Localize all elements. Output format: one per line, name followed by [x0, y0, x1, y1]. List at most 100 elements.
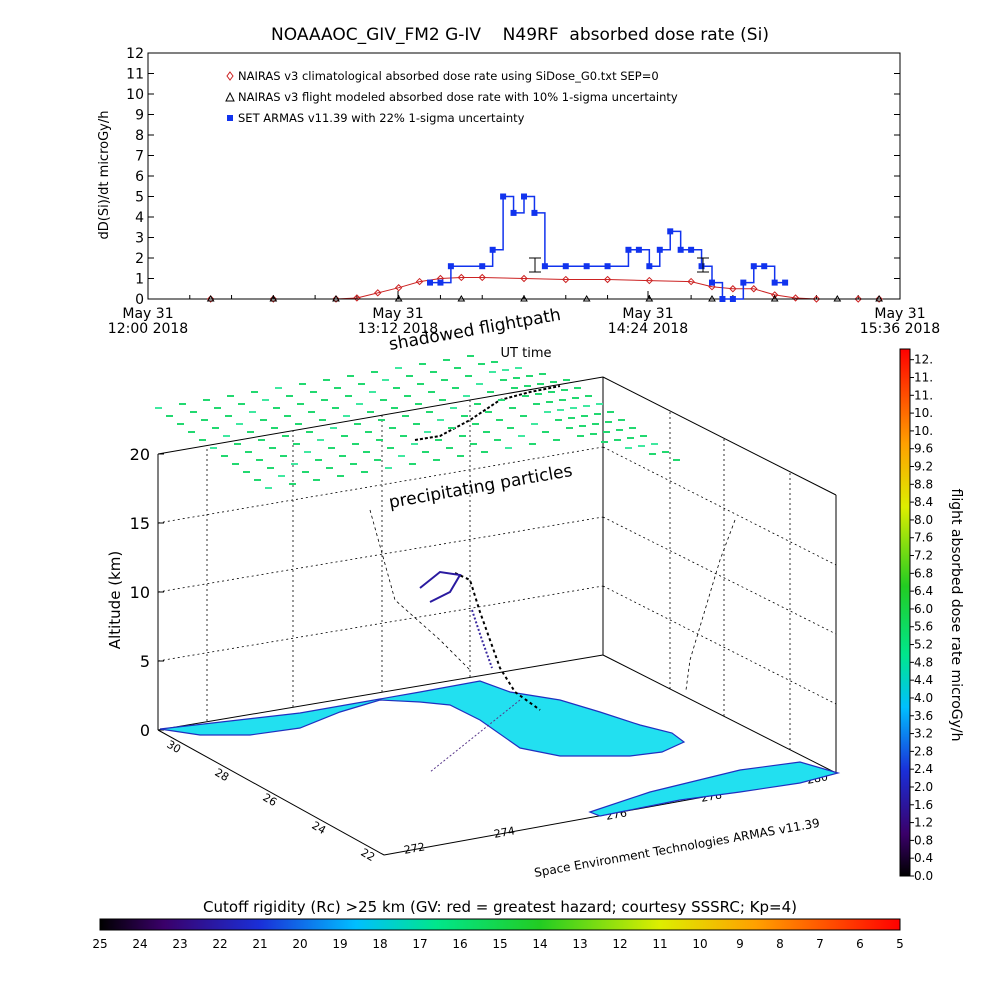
y-tick-label: 5 [135, 190, 144, 206]
rigidity-tick-label: 12 [612, 937, 627, 951]
data-point-modeled [833, 295, 842, 302]
y-axis-label: dD(Si)/dt microGy/h [97, 111, 112, 240]
dose-tick-label: 8.0 [914, 513, 933, 527]
lat-axis: 30 28 26 24 22 [164, 738, 377, 864]
dose-tick-label: 2.4 [914, 762, 933, 776]
y-tick-label: 7 [135, 149, 144, 165]
data-point-climatological [603, 275, 612, 284]
z-tick-label: 20 [130, 445, 150, 464]
lon-tick-label: 274 [493, 824, 516, 840]
legend-entry: NAIRAS v3 climatological absorbed dose r… [238, 69, 659, 83]
data-point-armas [489, 246, 496, 253]
y-tick-label: 10 [126, 87, 144, 103]
data-point-armas [583, 263, 590, 270]
data-point-climatological [750, 285, 758, 293]
data-point-climatological [645, 276, 654, 285]
lat-tick-label: 24 [309, 819, 328, 837]
rigidity-tick-label: 22 [212, 937, 227, 951]
data-point-armas [771, 279, 778, 286]
dose-tick-label: 9.2 [914, 460, 933, 474]
dose-tick-label: 4.0 [914, 691, 933, 705]
data-point-climatological [374, 289, 382, 297]
dose-tick-label: 8.4 [914, 495, 933, 509]
legend-marker [226, 71, 234, 81]
data-point-armas [635, 246, 642, 253]
data-point-modeled [206, 295, 215, 302]
x-tick-time: 13:12 2018 [358, 321, 438, 337]
data-point-modeled [770, 295, 779, 302]
lon-tick-label: 272 [403, 840, 426, 856]
rigidity-tick-label: 16 [452, 937, 467, 951]
dose-tick-label: 0.4 [914, 851, 933, 865]
y-tick-label: 8 [135, 128, 144, 144]
lat-tick-label: 26 [260, 791, 279, 809]
chart-title: NOAAAOC_GIV_FM2 G-IV N49RF absorbed dose… [271, 25, 769, 45]
rigidity-tick-label: 19 [332, 937, 347, 951]
dose-tick-label: 3.6 [914, 709, 933, 723]
data-point-climatological [394, 284, 403, 292]
z-tick-label: 5 [140, 652, 150, 671]
x-tick-date: May 31 [874, 306, 925, 322]
data-point-climatological [415, 277, 424, 286]
dose-tick-label: 1.6 [914, 798, 933, 812]
legend: NAIRAS v3 climatological absorbed dose r… [225, 69, 678, 125]
z-tick-label: 15 [130, 514, 150, 533]
data-point-climatological [478, 273, 486, 282]
data-point-climatological [353, 294, 361, 302]
annotation-precipitating: precipitating particles [387, 461, 574, 513]
particle-markers [155, 355, 680, 489]
data-point-armas [782, 279, 789, 286]
dose-tick-label: 8.8 [914, 477, 933, 491]
error-bars [529, 257, 709, 273]
data-point-armas [698, 263, 705, 270]
data-point-armas [625, 246, 632, 253]
data-point-armas [541, 263, 548, 270]
y-tick-label: 4 [135, 210, 144, 226]
y-tick-label: 0 [135, 292, 144, 308]
rigidity-title: Cutoff rigidity (Rc) >25 km (GV: red = g… [203, 898, 797, 916]
z-tick-label: 10 [130, 583, 150, 602]
data-point-armas [646, 263, 653, 270]
rigidity-tick-label: 23 [172, 937, 187, 951]
data-point-climatological [562, 275, 570, 284]
data-point-armas [740, 279, 747, 286]
data-point-armas [719, 296, 726, 302]
x-tick-date: May 31 [372, 306, 423, 322]
data-point-climatological [520, 274, 528, 283]
dose-colorbar-label: flight absorbed dose rate microGy/h [948, 489, 964, 742]
dose-tick-label: 12. [914, 353, 933, 367]
data-point-climatological [206, 295, 215, 303]
data-point-armas [531, 209, 538, 216]
series-line-2 [430, 195, 786, 300]
dose-tick-label: 6.0 [914, 602, 933, 616]
z-axis: 0 5 10 15 20 [130, 445, 164, 740]
series-line-0 [210, 277, 880, 300]
data-point-armas [521, 193, 527, 200]
data-point-armas [656, 246, 663, 253]
y-tick-label: 3 [135, 231, 144, 247]
dose-tick-label: 2.0 [914, 780, 933, 794]
legend-marker [227, 115, 233, 121]
y-tick-label: 2 [135, 251, 144, 267]
data-point-modeled [457, 295, 466, 302]
dose-tick-label: 6.8 [914, 566, 933, 580]
data-point-climatological [854, 295, 862, 303]
lat-tick-label: 28 [212, 766, 231, 784]
dose-tick-label: 0.8 [914, 833, 933, 847]
data-point-armas [604, 263, 611, 270]
data-point-armas [688, 246, 695, 253]
data-point-armas [761, 263, 768, 270]
dose-tick-label: 10. [914, 406, 933, 420]
x-axis-label: UT time [501, 346, 552, 361]
rigidity-tick-label: 10 [692, 937, 707, 951]
flight-path [369, 385, 736, 773]
data-point-climatological [332, 295, 340, 303]
z-axis-label: Altitude (km) [106, 551, 124, 649]
data-point-modeled [875, 295, 883, 302]
dose-tick-label: 5.2 [914, 638, 933, 652]
data-point-armas [510, 209, 517, 216]
data-point-climatological [791, 294, 800, 302]
